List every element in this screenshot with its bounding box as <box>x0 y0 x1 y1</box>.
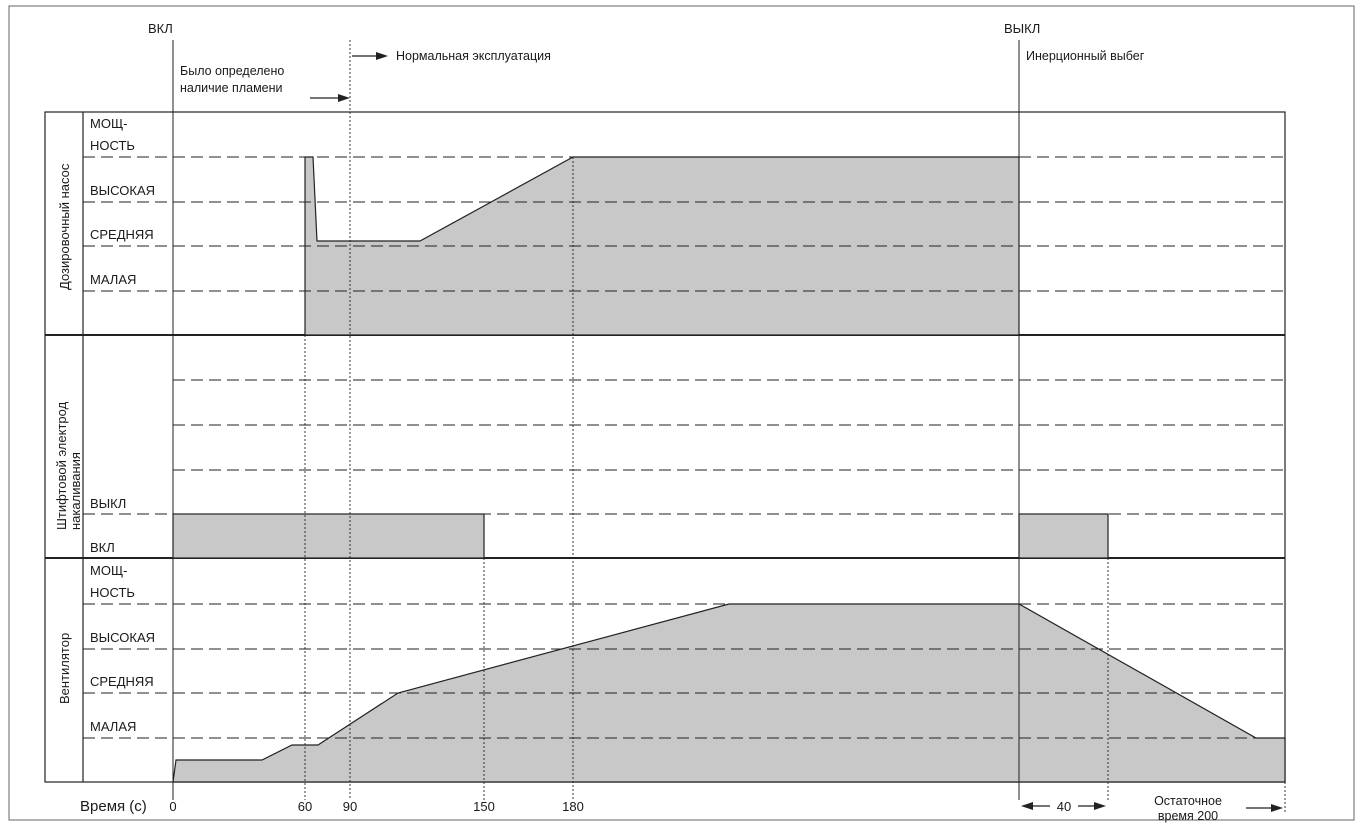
flame-detected-line1: Было определено <box>180 64 284 78</box>
glow-level-gridlines <box>83 379 1285 515</box>
fan-level-gridlines <box>83 603 1285 739</box>
fan-level-low: МАЛАЯ <box>90 719 136 734</box>
span-40-arrow <box>1021 802 1106 810</box>
time-tick-150: 150 <box>473 799 495 814</box>
glow-plug-on-bar-1 <box>172 513 485 559</box>
glow-level-on: ВКЛ <box>90 540 115 555</box>
outer-border <box>8 5 1355 821</box>
pump-level-power-line2: НОСТЬ <box>90 138 135 153</box>
pump-level-high: ВЫСОКАЯ <box>90 183 155 198</box>
time-tick-60: 60 <box>298 799 312 814</box>
time-axis-title: Время (с) <box>80 798 147 815</box>
residual-time-line1: Остаточное <box>1154 794 1222 808</box>
pump-level-medium: СРЕДНЯЯ <box>90 227 154 242</box>
glow-plug-on-bar-2 <box>1018 513 1109 559</box>
pump-panel-title: Дозировочный насос <box>57 163 72 290</box>
pump-level-low: МАЛАЯ <box>90 272 136 287</box>
normal-operation-arrow <box>352 52 388 60</box>
glow-panel-title-line1: Штифтовой электрод <box>54 401 69 530</box>
fan-level-power-line2: НОСТЬ <box>90 585 135 600</box>
normal-operation-label: Нормальная эксплуатация <box>396 49 551 63</box>
time-tick-90: 90 <box>343 799 357 814</box>
flame-detected-arrow <box>310 94 350 102</box>
fan-panel-title: Вентилятор <box>57 633 72 704</box>
glow-level-off: ВЫКЛ <box>90 496 126 511</box>
residual-time-arrow <box>1246 804 1283 812</box>
fan-level-power-line1: МОЩ- <box>90 563 127 578</box>
time-tick-0: 0 <box>169 799 176 814</box>
residual-time-line2: время 200 <box>1158 809 1218 823</box>
fan-level-medium: СРЕДНЯЯ <box>90 674 154 689</box>
glow-panel-title-line2: накаливания <box>68 452 83 530</box>
off-label: ВЫКЛ <box>1004 21 1040 36</box>
coasting-label: Инерционный выбег <box>1026 49 1145 63</box>
flame-detected-line2: наличие пламени <box>180 81 283 95</box>
time-tick-180: 180 <box>562 799 584 814</box>
fan-level-high: ВЫСОКАЯ <box>90 630 155 645</box>
pump-level-power-line1: МОЩ- <box>90 116 127 131</box>
on-label: ВКЛ <box>148 21 173 36</box>
pump-level-gridlines <box>83 156 1285 292</box>
span-40-label: 40 <box>1057 799 1071 814</box>
